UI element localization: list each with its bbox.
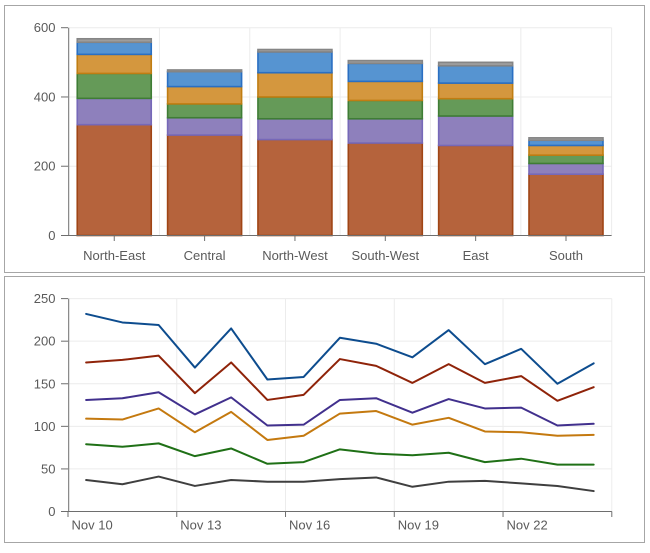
svg-text:Central: Central [184,248,226,263]
svg-text:200: 200 [34,334,56,349]
svg-text:150: 150 [34,376,56,391]
svg-text:50: 50 [41,461,55,476]
svg-text:400: 400 [34,89,56,104]
svg-text:250: 250 [34,291,56,306]
svg-text:Nov 10: Nov 10 [72,518,113,533]
svg-text:Nov 13: Nov 13 [180,518,221,533]
svg-text:Nov 19: Nov 19 [398,518,439,533]
svg-text:Nov 16: Nov 16 [289,518,330,533]
svg-text:South: South [549,248,583,263]
svg-text:0: 0 [48,228,55,243]
svg-text:South-West: South-West [351,248,419,263]
svg-text:600: 600 [34,20,56,35]
svg-text:East: East [463,248,489,263]
svg-text:North-West: North-West [262,248,328,263]
svg-text:North-East: North-East [83,248,146,263]
svg-text:0: 0 [48,504,55,519]
svg-text:100: 100 [34,419,56,434]
svg-text:200: 200 [34,159,56,174]
svg-text:Nov 22: Nov 22 [507,518,548,533]
